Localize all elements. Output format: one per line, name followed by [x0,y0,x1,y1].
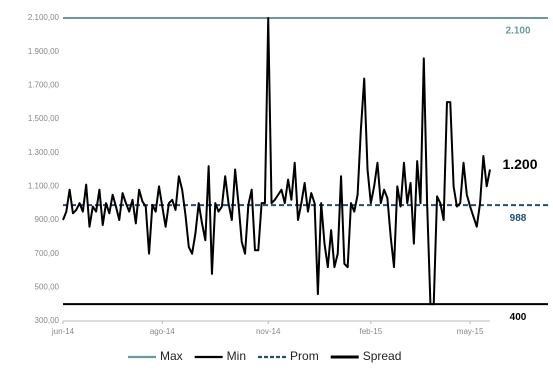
reference-label: 988 [510,213,527,224]
reference-label: 2.100 [505,26,530,37]
legend-label: Max [160,349,183,363]
x-tick-label: nov-14 [256,327,281,336]
x-tick-label: feb-15 [359,327,382,336]
y-tick-label: 1.300,00 [28,148,60,157]
y-tick-label: 1.900,00 [28,47,60,56]
legend-label: Min [227,349,246,363]
legend-label: Prom [290,349,319,363]
reference-label: 400 [510,312,527,323]
last-value-label: 1.200 [502,156,537,172]
legend-label: Spread [363,349,402,363]
y-tick-label: 1.500,00 [28,114,60,123]
y-tick-label: 500,00 [35,282,60,291]
series-line [62,17,491,306]
y-tick-label: 300,00 [35,316,60,325]
y-tick-label: 1.700,00 [28,80,60,89]
y-tick-label: 1.100,00 [28,181,60,190]
y-tick-label: 900,00 [35,215,60,224]
x-tick-label: ago-14 [150,327,175,336]
x-tick-label: jun-14 [51,327,75,336]
x-tick-label: may-15 [457,327,484,336]
y-tick-label: 700,00 [35,249,60,258]
y-tick-label: 2.100,00 [28,13,60,22]
